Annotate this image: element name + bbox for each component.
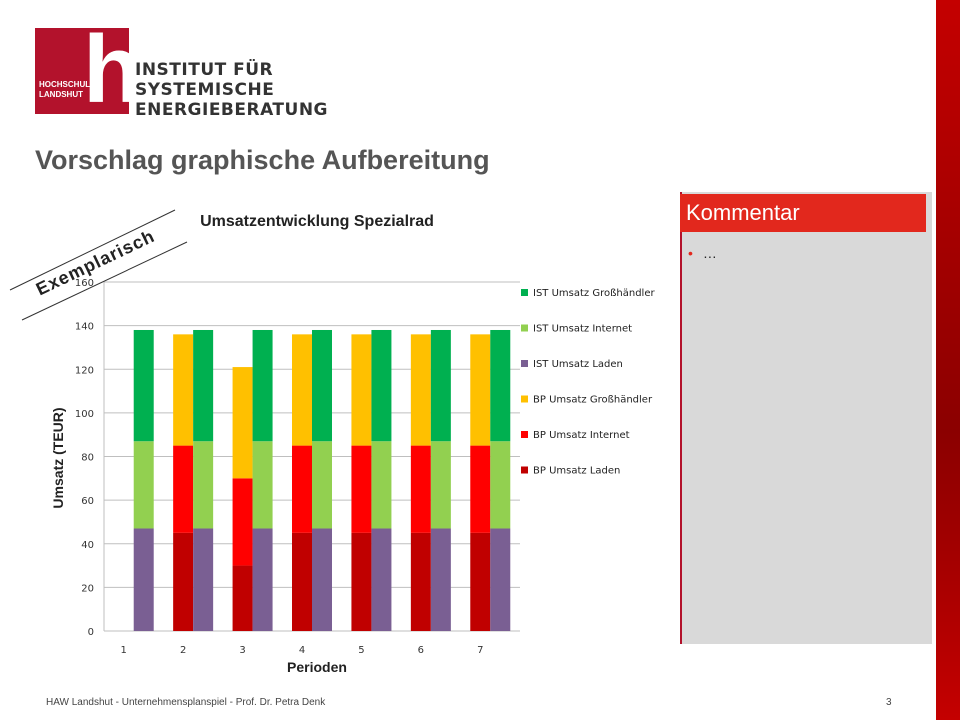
footer-text: HAW Landshut - Unternehmensplanspiel - P… <box>46 697 326 708</box>
x-tick-labels: 1 2 3 4 5 6 7 <box>121 645 484 656</box>
x-tick-label: 6 <box>418 645 424 656</box>
bar-segment <box>410 445 431 533</box>
y-tick-label: 20 <box>81 583 94 594</box>
bar-segment <box>193 329 214 442</box>
y-axis-label: Umsatz (TEUR) <box>50 407 66 508</box>
y-tick-label: 160 <box>75 278 94 289</box>
bar-segment <box>133 441 154 529</box>
bar-segment <box>430 329 451 442</box>
bar-segment <box>193 528 214 631</box>
bar-segment <box>292 334 312 446</box>
logo-school-name: HOCHSCHULE LANDSHUT <box>39 80 95 100</box>
legend-label: IST Umsatz Großhändler <box>533 288 655 299</box>
x-tick-label: 2 <box>180 645 186 656</box>
y-tick-labels: 0 20 40 60 80 100 120 140 160 <box>75 278 94 638</box>
x-tick-label: 3 <box>239 645 245 656</box>
bar-segment <box>173 445 194 533</box>
legend-label: BP Umsatz Großhändler <box>533 395 653 406</box>
bar-segment <box>371 528 392 631</box>
y-tick-label: 140 <box>75 322 94 333</box>
logo-red-block: h HOCHSCHULE LANDSHUT <box>35 28 129 114</box>
stamp-line-bottom <box>21 241 188 321</box>
bar-segment <box>490 528 511 631</box>
logo-school-line1: HOCHSCHULE <box>39 80 96 89</box>
legend-label: IST Umsatz Internet <box>533 324 632 335</box>
bullet-dot-icon: • <box>688 245 693 261</box>
logo-institute-line2: SYSTEMISCHE ENERGIEBERATUNG <box>135 80 329 120</box>
right-accent-bar <box>936 0 960 720</box>
bar-segment <box>371 441 392 529</box>
bar-segment <box>312 528 332 631</box>
logo-h-glyph: h <box>83 28 129 114</box>
x-tick-label: 7 <box>477 645 483 656</box>
bar-segment <box>193 441 214 529</box>
legend-label: BP Umsatz Laden <box>533 466 620 477</box>
bar-segment <box>292 532 312 631</box>
bar-segment <box>312 329 332 442</box>
x-axis-label: Perioden <box>287 659 347 675</box>
bar-segment <box>232 367 253 479</box>
bar-segment <box>173 334 194 446</box>
logo-institute-name: INSTITUT FÜR SYSTEMISCHE ENERGIEBERATUNG <box>135 60 383 120</box>
bar-segment <box>351 445 372 533</box>
x-tick-label: 4 <box>299 645 305 656</box>
stamp-text: Exemplarisch <box>33 226 158 300</box>
bar-segment <box>252 528 273 631</box>
stamp-line-top <box>9 209 176 291</box>
bar-segment <box>232 565 253 631</box>
y-tick-label: 80 <box>81 453 94 464</box>
bar-segment <box>410 532 431 631</box>
legend-swatch <box>521 431 528 438</box>
y-tick-label: 100 <box>75 409 94 420</box>
bar-segment <box>351 532 372 631</box>
y-tick-label: 40 <box>81 540 94 551</box>
bar-segment <box>410 334 431 446</box>
slide-title: Vorschlag graphische Aufbereitung <box>35 145 490 175</box>
bar-segment <box>292 445 312 533</box>
comment-bullet: •… <box>688 245 717 261</box>
chart-legend: IST Umsatz Großhändler IST Umsatz Interne… <box>521 288 655 477</box>
y-tick-label: 60 <box>81 496 94 507</box>
bar-segment <box>470 445 491 533</box>
logo-institute-line1: INSTITUT FÜR <box>135 60 274 80</box>
legend-swatch <box>521 360 528 367</box>
bar-segment <box>470 334 491 446</box>
legend-label: IST Umsatz Laden <box>533 359 623 370</box>
legend-swatch <box>521 395 528 403</box>
legend-swatch <box>521 324 528 332</box>
bar-segment <box>133 528 154 631</box>
legend-label: BP Umsatz Internet <box>533 430 630 441</box>
y-tick-label: 0 <box>88 627 94 638</box>
bar-segment <box>232 478 253 566</box>
x-tick-label: 1 <box>121 645 127 656</box>
comment-bullet-text: … <box>702 245 717 261</box>
x-tick-label: 5 <box>358 645 364 656</box>
bar-segment <box>490 329 511 442</box>
comment-header: Kommentar <box>680 194 926 232</box>
bar-segment <box>371 329 392 442</box>
bar-segment <box>430 441 451 529</box>
page-number: 3 <box>886 697 892 708</box>
bar-segment <box>470 532 491 631</box>
bar-segment <box>173 532 194 631</box>
bar-segment <box>133 329 154 442</box>
bar-segment <box>351 334 372 446</box>
bar-segment <box>312 441 332 529</box>
bar-segment <box>252 329 273 442</box>
chart-bars <box>133 329 511 631</box>
logo-school-line2: LANDSHUT <box>39 90 83 99</box>
chart-title: Umsatzentwicklung Spezialrad <box>200 213 434 230</box>
y-tick-label: 120 <box>75 365 94 376</box>
institute-logo: h HOCHSCHULE LANDSHUT INSTITUT FÜR SYSTE… <box>35 28 383 120</box>
legend-swatch <box>521 466 528 474</box>
bar-segment <box>252 441 273 529</box>
bar-segment <box>430 528 451 631</box>
bar-segment <box>490 441 511 529</box>
exemplarisch-stamp: Exemplarisch <box>9 209 188 321</box>
legend-swatch <box>521 289 528 296</box>
comment-panel <box>680 192 932 644</box>
